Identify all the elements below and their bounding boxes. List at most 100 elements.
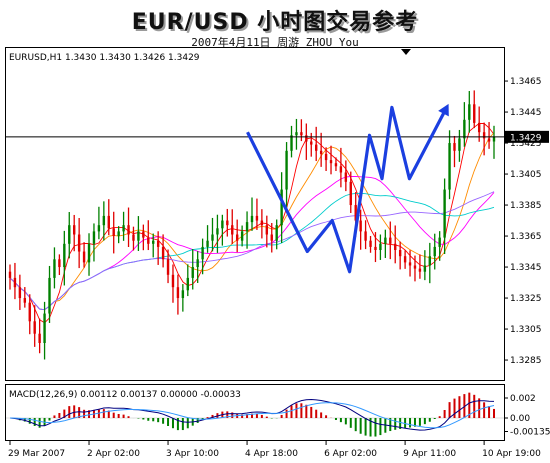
- candle-body: [290, 135, 293, 151]
- price-tick-label: 1.3345: [510, 263, 542, 273]
- macd-tick-label: 0.002: [510, 394, 536, 404]
- candle-body: [453, 143, 456, 151]
- candle-body: [28, 302, 31, 322]
- moving-average-line: [9, 191, 495, 311]
- candle-body: [107, 215, 110, 229]
- candle-body: [132, 234, 135, 241]
- candle-body: [319, 150, 323, 154]
- candle-body: [305, 135, 308, 142]
- candle-body: [315, 144, 318, 151]
- candle-body: [196, 259, 199, 268]
- candle-body: [245, 222, 249, 232]
- candle-body: [349, 181, 352, 206]
- candle-body: [339, 166, 343, 173]
- candles: [8, 90, 496, 360]
- candle-body: [191, 267, 194, 278]
- candle-body: [468, 104, 471, 120]
- candle-body: [379, 243, 382, 250]
- candle-body: [171, 274, 175, 288]
- candle-body: [201, 246, 204, 260]
- candle-body: [77, 234, 81, 252]
- macd-histogram: [6, 392, 504, 437]
- candle-body: [48, 277, 51, 314]
- candle-body: [285, 150, 288, 190]
- price-tick-label: 1.3385: [510, 201, 542, 211]
- candle-body: [473, 104, 476, 123]
- candle-body: [260, 220, 264, 226]
- candle-body: [295, 132, 298, 136]
- candle-body: [398, 250, 402, 257]
- price-tick-label: 1.3325: [510, 294, 542, 304]
- candle-body: [23, 298, 27, 303]
- candle-body: [73, 225, 76, 235]
- candle-body: [87, 243, 91, 263]
- candle-body: [329, 160, 333, 164]
- candle-body: [300, 132, 303, 136]
- chart-title: EUR/USD 小时图交易参考: [131, 10, 419, 35]
- candle-body: [181, 290, 185, 299]
- candle-body: [117, 231, 120, 237]
- candle-body: [97, 225, 101, 232]
- macd-tick-label: 0.00: [510, 414, 530, 424]
- candle-body: [142, 231, 145, 238]
- forecast-line: [246, 105, 449, 274]
- candle-body: [255, 215, 259, 221]
- price-tick-label: 1.3365: [510, 232, 542, 242]
- candle-body: [487, 138, 491, 142]
- macd-axis: 0.002 0.00 -0.00135: [504, 394, 550, 438]
- candle-body: [161, 246, 165, 260]
- candle-body: [221, 220, 224, 229]
- candle-body: [354, 205, 357, 221]
- candle-body: [359, 220, 362, 232]
- price-tick-label: 1.3445: [510, 108, 542, 118]
- price-tick-label: 1.3425: [510, 139, 542, 149]
- candle-body: [413, 265, 417, 269]
- candle-body: [492, 136, 496, 142]
- candle-body: [324, 153, 328, 161]
- candle-body: [443, 189, 446, 238]
- candle-body: [43, 313, 46, 343]
- candle-body: [102, 215, 106, 226]
- candle-body: [186, 277, 189, 291]
- candle-body: [137, 231, 140, 241]
- candle-body: [38, 333, 41, 343]
- candle-body: [53, 259, 56, 278]
- candle-body: [428, 256, 431, 266]
- time-tick-label: 10 Apr 19:00: [482, 449, 541, 459]
- candle-body: [374, 246, 377, 250]
- candle-body: [240, 231, 244, 241]
- candle-body: [235, 234, 239, 241]
- candle-body: [176, 287, 180, 299]
- forecast-path: [246, 103, 449, 274]
- candle-body: [280, 189, 283, 226]
- candle-body: [438, 237, 441, 247]
- candle-body: [275, 225, 278, 241]
- candle-body: [270, 234, 273, 241]
- candle-body: [250, 215, 254, 223]
- candle-body: [369, 240, 372, 247]
- candle-body: [394, 243, 397, 250]
- candle-body: [418, 268, 422, 272]
- candle-body: [389, 237, 392, 244]
- time-tick-label: 4 Apr 18:00: [245, 449, 298, 459]
- candle-body: [166, 259, 170, 275]
- candle-body: [310, 141, 313, 145]
- price-panel: [5, 47, 505, 381]
- candle-body: [403, 256, 407, 263]
- candle-body: [13, 277, 17, 288]
- price-tick-label: 1.3305: [510, 325, 542, 335]
- candle-body: [344, 172, 348, 182]
- candle-body: [211, 234, 214, 241]
- candle-body: [458, 138, 461, 151]
- candle-body: [112, 228, 115, 237]
- candle-body: [58, 259, 61, 268]
- price-tick-label: 1.3285: [510, 356, 542, 366]
- window-marker-icon: [401, 49, 411, 55]
- candle-body: [127, 225, 130, 235]
- time-tick-label: 3 Apr 10:00: [166, 449, 219, 459]
- current-price-badge: [505, 130, 549, 143]
- candle-body: [423, 265, 427, 272]
- candle-body: [334, 163, 338, 167]
- candle-body: [216, 228, 219, 235]
